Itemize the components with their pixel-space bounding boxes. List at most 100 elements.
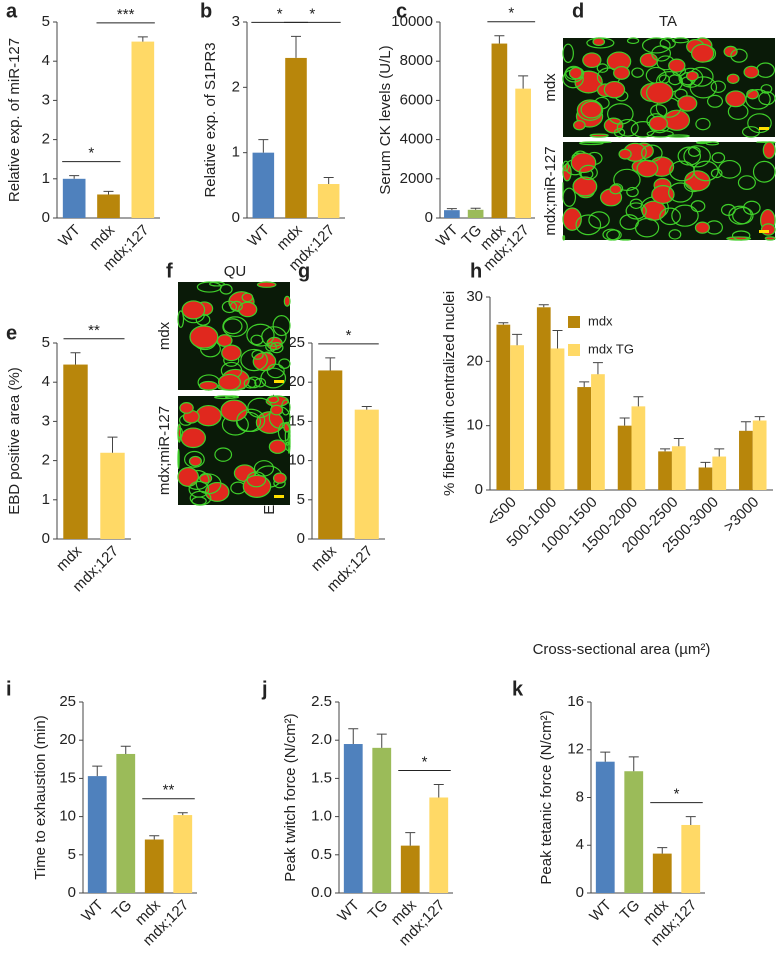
fiber: [641, 37, 671, 54]
y-tick-label: 10: [466, 417, 483, 434]
y-axis-label: Peak twitch force (N/cm²): [282, 713, 299, 881]
error-bar: [69, 175, 80, 179]
y-tick-label: 16: [567, 693, 584, 710]
fiber: [267, 395, 280, 404]
y-tick-label: 0.0: [311, 884, 332, 901]
bar: [116, 753, 136, 893]
fiber: [731, 230, 751, 241]
error-bar: [291, 35, 301, 58]
error-bar: [258, 139, 269, 153]
fiber: [602, 228, 621, 241]
y-axis-label: Peak tetanic force (N/cm²): [538, 710, 555, 884]
fiber: [562, 163, 572, 182]
fiber: [580, 100, 603, 119]
fiber: [668, 229, 682, 240]
y-tick-label: 0: [576, 884, 584, 901]
x-tick-label: WT: [433, 222, 462, 251]
y-tick-label: 10000: [391, 13, 433, 30]
bar: [491, 43, 508, 219]
y-tick-label: 20: [59, 731, 76, 748]
y-tick-label: 30: [466, 288, 483, 305]
fiber: [694, 221, 710, 234]
fiber: [236, 408, 266, 433]
fiber: [283, 295, 291, 307]
bar: [62, 178, 86, 218]
bar: [97, 194, 120, 218]
fiber: [685, 70, 699, 82]
x-tick-label: TG: [109, 897, 136, 924]
fiber: [562, 235, 566, 241]
significance-label: *: [88, 145, 94, 162]
fiber: [214, 395, 236, 400]
x-tick-label: TG: [365, 897, 392, 924]
bar: [444, 210, 460, 218]
y-tick-label: 1.0: [311, 808, 332, 825]
error-bar: [700, 461, 711, 468]
legend-swatch: [568, 344, 580, 356]
bar: [752, 420, 767, 490]
fiber: [725, 90, 747, 108]
fiber: [195, 404, 222, 427]
fiber: [711, 152, 726, 164]
x-tick-label: >3000: [721, 494, 763, 536]
fiber: [651, 185, 675, 204]
fiber: [609, 184, 622, 195]
fiber: [250, 334, 264, 346]
y-tick-label: 3: [232, 13, 240, 30]
y-tick-label: 3: [42, 412, 50, 429]
bar: [131, 41, 155, 218]
error-bar: [754, 416, 765, 421]
fiber: [254, 377, 267, 388]
fiber: [241, 292, 254, 303]
y-tick-label: 4: [576, 836, 584, 853]
fiber: [564, 66, 584, 83]
fiber: [562, 43, 574, 63]
y-tick-label: 10: [288, 452, 305, 469]
bar: [624, 771, 644, 893]
error-bar: [177, 812, 188, 816]
fiber: [613, 66, 631, 80]
error-bar: [103, 190, 114, 195]
y-tick-label: 1: [42, 491, 50, 508]
y-tick-label: 8000: [400, 52, 433, 69]
y-tick-label: 5: [68, 846, 76, 863]
error-bar: [348, 728, 359, 745]
y-tick-label: 2: [42, 131, 50, 148]
y-tick-label: 1: [232, 144, 240, 161]
fiber: [728, 205, 752, 225]
bar: [343, 744, 363, 893]
bar: [536, 307, 551, 490]
y-tick-label: 0: [475, 481, 483, 498]
fiber: [613, 128, 626, 138]
fiber: [646, 81, 674, 104]
fiber: [760, 84, 773, 94]
error-bar: [592, 362, 603, 375]
bar: [515, 88, 531, 218]
fiber: [179, 402, 194, 414]
fiber: [683, 145, 711, 168]
bar: [496, 324, 511, 490]
x-tick-label: WT: [586, 897, 615, 926]
fiber: [648, 115, 668, 132]
bar: [550, 348, 565, 490]
bar: [591, 374, 605, 490]
fiber: [180, 427, 206, 449]
panel-letter: a: [6, 0, 18, 22]
error-bar: [657, 847, 668, 854]
fiber: [572, 176, 598, 197]
error-bar: [107, 436, 118, 453]
fiber: [760, 223, 776, 236]
panel-letter: d: [572, 0, 584, 22]
bar: [595, 761, 615, 893]
fiber: [671, 204, 699, 227]
fiber: [562, 207, 582, 231]
error-bar: [552, 329, 563, 349]
y-tick-label: 15: [59, 769, 76, 786]
fiber: [743, 200, 761, 216]
error-bar: [325, 357, 336, 371]
fiber: [272, 315, 291, 337]
fiber: [618, 148, 632, 160]
fiber: [278, 358, 291, 369]
fiber: [224, 395, 240, 399]
